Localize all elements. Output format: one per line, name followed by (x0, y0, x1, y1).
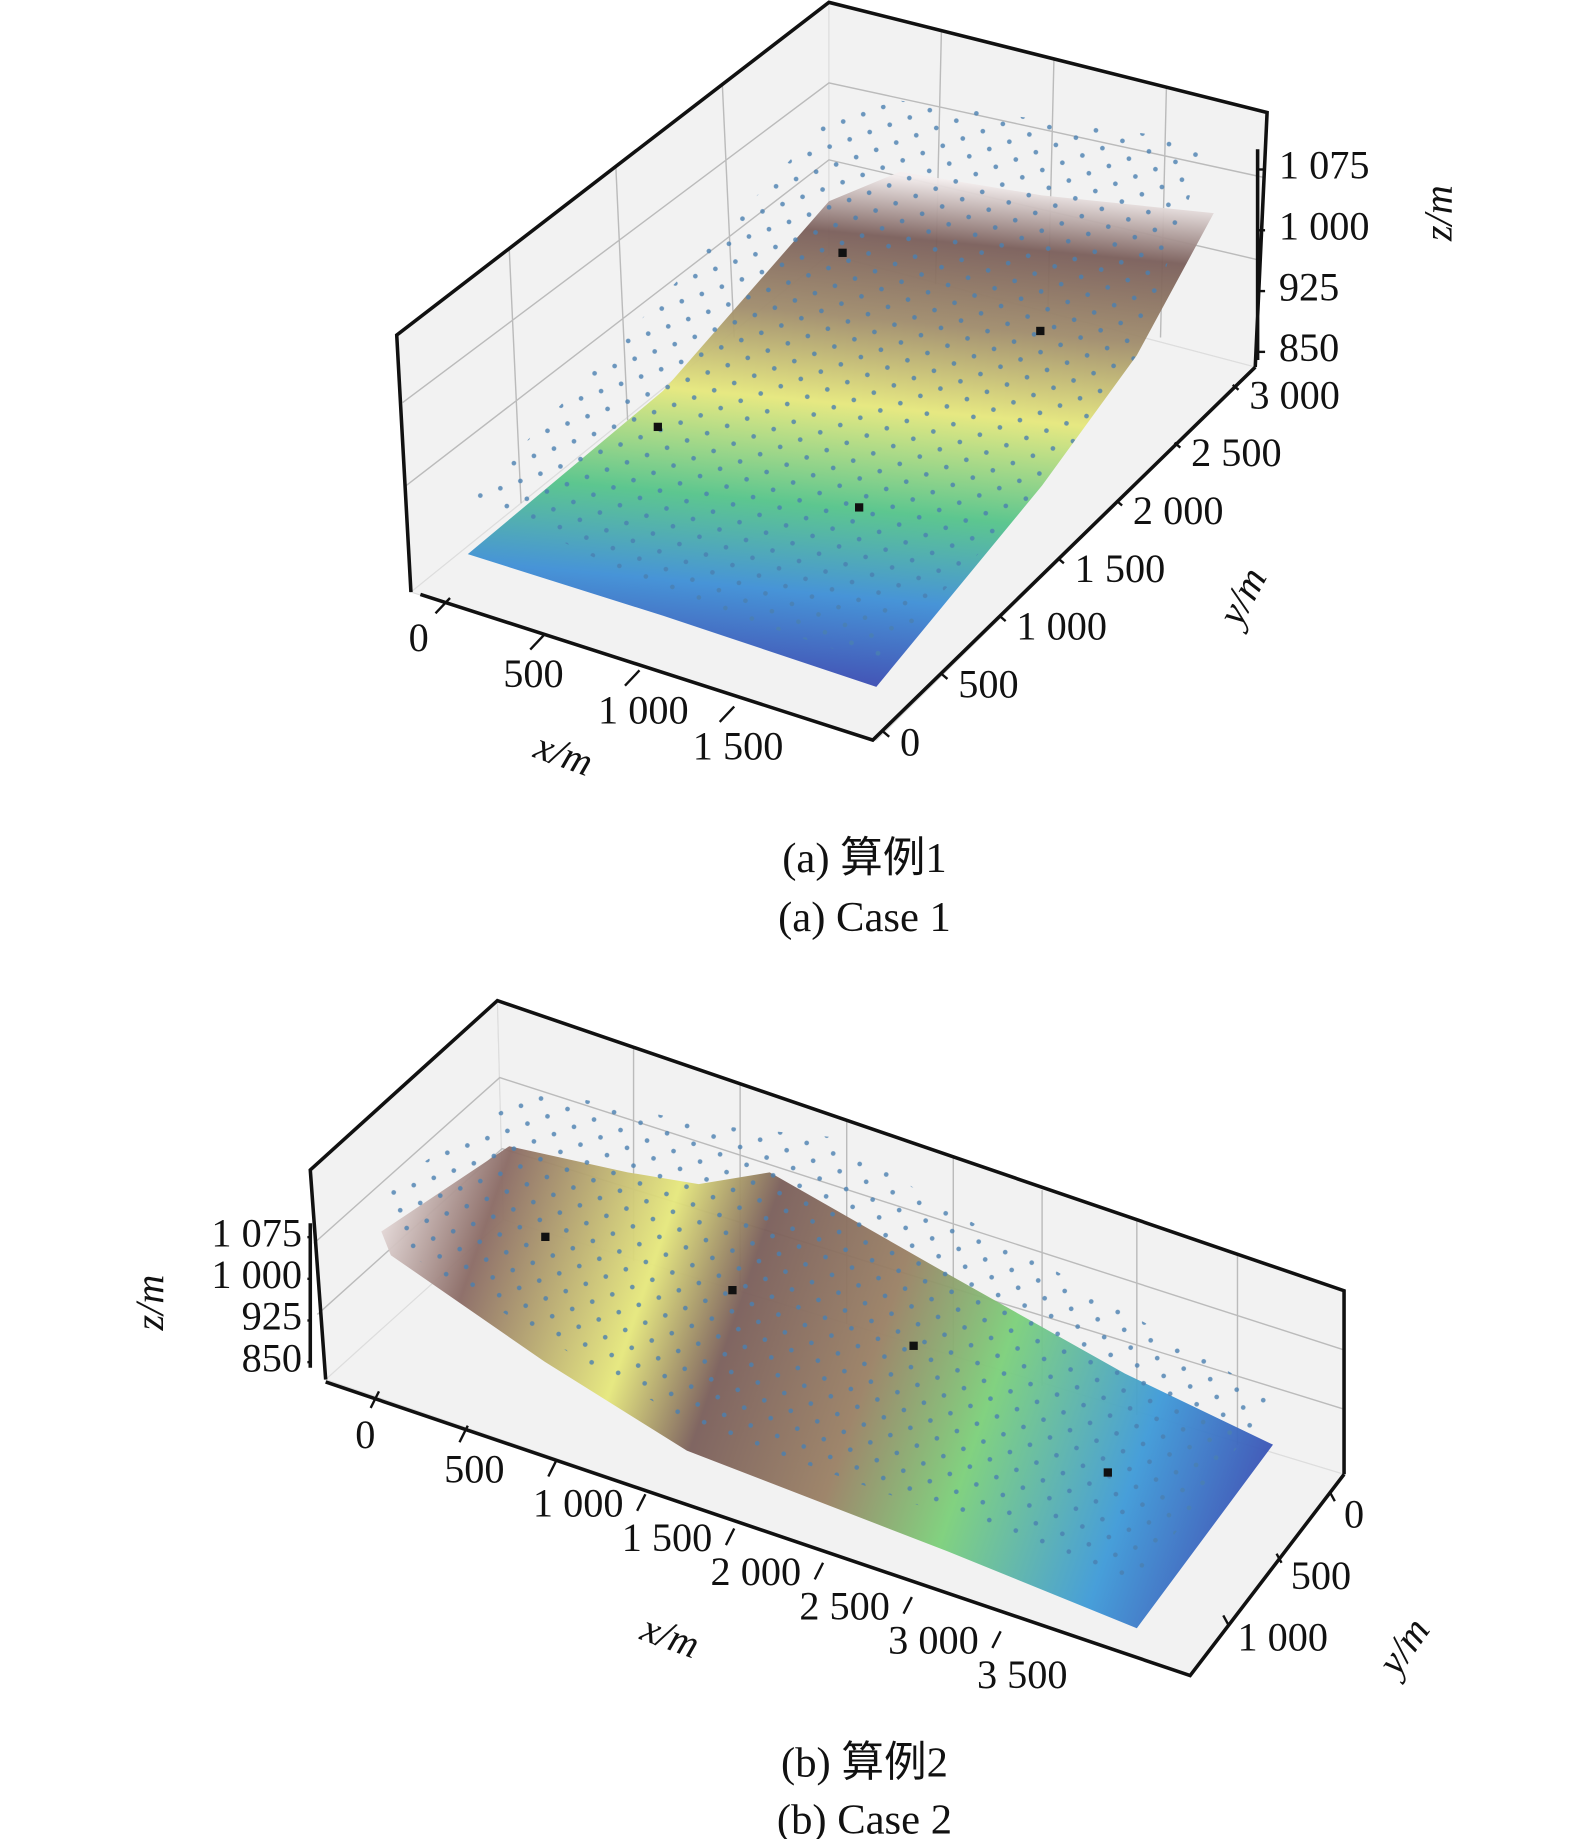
x-axis-label: x/m (635, 1605, 706, 1668)
y-tick (999, 615, 1007, 623)
x-tick (434, 597, 451, 615)
x-tick-label: 500 (503, 651, 563, 696)
y-tick-label: 1 500 (1075, 546, 1166, 591)
x-tick-label: 1 500 (693, 724, 784, 769)
y-tick (1328, 1491, 1336, 1502)
x-tick-label: 2 500 (799, 1583, 890, 1628)
z-axis-label: z/m (127, 1275, 172, 1332)
x-tick (902, 1596, 913, 1615)
x-tick-label: 2 000 (711, 1549, 802, 1594)
x-tick (724, 1527, 736, 1546)
y-axis-label: y/m (1366, 1609, 1438, 1686)
y-tick-label: 500 (1291, 1553, 1351, 1598)
y-tick (1115, 499, 1123, 507)
x-tick (813, 1562, 825, 1580)
caption-zh: (b) 算例2 (781, 1740, 948, 1787)
z-tick-label: 925 (1279, 264, 1339, 309)
caption-en: (a) Case 1 (778, 894, 951, 941)
x-axis-label: x/m (528, 722, 599, 785)
y-axis-label: y/m (1207, 560, 1276, 636)
y-tick-label: 0 (900, 719, 920, 764)
y-tick-label: 0 (1344, 1491, 1364, 1536)
x-tick-label: 0 (409, 615, 429, 660)
x-tick (369, 1390, 381, 1409)
box-edges (394, 0, 1269, 743)
x-tick-label: 0 (355, 1412, 375, 1457)
z-tick-label: 1 075 (1279, 143, 1370, 188)
caption-zh: (a) 算例1 (782, 835, 946, 882)
panel-b (308, 998, 1346, 1678)
x-tick-label: 1 000 (598, 687, 689, 732)
x-tick-label: 1 000 (533, 1481, 624, 1526)
y-tick (882, 730, 890, 738)
sample-points (473, 100, 1208, 664)
y-tick-label: 2 500 (1191, 430, 1282, 475)
y-tick (940, 673, 949, 680)
caption-en: (b) Case 2 (777, 1796, 952, 1839)
y-tick-label: 1 000 (1016, 604, 1107, 649)
x-tick (636, 1493, 647, 1512)
y-tick (1231, 383, 1240, 391)
z-tick-label: 1 075 (211, 1210, 302, 1255)
x-tick-label: 3 000 (888, 1618, 979, 1663)
x-tick (991, 1630, 1002, 1649)
y-tick (1222, 1614, 1230, 1626)
x-tick (718, 705, 736, 723)
x-tick-label: 500 (444, 1446, 504, 1491)
y-tick-label: 2 000 (1133, 488, 1224, 533)
stations (653, 248, 1045, 512)
x-tick (547, 1459, 558, 1478)
x-tick-label: 3 500 (977, 1652, 1068, 1697)
y-tick (1275, 1553, 1283, 1564)
stations (541, 1232, 1112, 1477)
z-tick-label: 1 000 (211, 1252, 302, 1297)
y-tick-label: 3 000 (1249, 372, 1340, 417)
y-tick (1057, 557, 1065, 565)
z-tick-label: 850 (1279, 325, 1339, 370)
y-tick-label: 1 000 (1237, 1615, 1328, 1660)
box-edges (308, 998, 1346, 1678)
x-tick (529, 633, 546, 651)
z-tick-label: 925 (242, 1294, 302, 1339)
x-tick (624, 669, 641, 687)
z-tick-label: 1 000 (1279, 204, 1370, 249)
x-tick (458, 1425, 469, 1443)
x-tick-label: 1 500 (622, 1515, 713, 1560)
y-tick-label: 500 (958, 661, 1018, 706)
z-tick-label: 850 (242, 1335, 302, 1380)
panel-a (394, 0, 1269, 743)
z-axis-label: z/m (1416, 185, 1461, 242)
y-tick (1173, 441, 1182, 449)
sample-points (390, 1089, 1274, 1587)
